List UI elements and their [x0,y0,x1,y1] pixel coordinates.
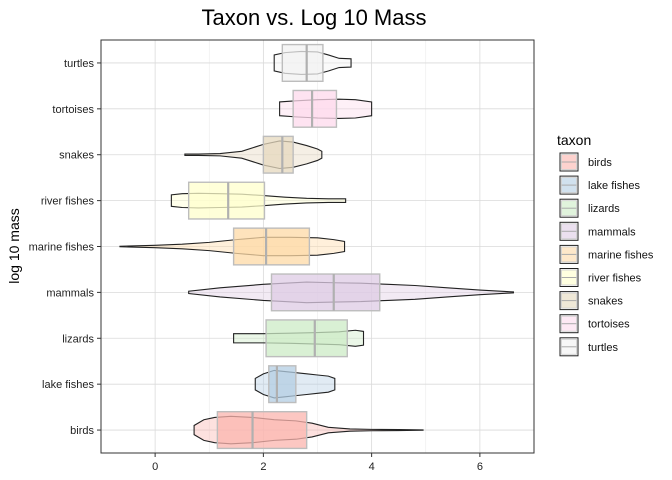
series-lizards [233,319,365,358]
x-axis: 0 2 4 6 [152,453,483,473]
y-tick-label: marine fishes [29,242,95,254]
legend: taxon birds lake fishes lizards mammals mari… [557,132,654,357]
y-axis-title: log 10 mass [6,208,22,283]
x-tick-label: 6 [477,461,483,473]
series-river-fishes [170,181,347,220]
legend-item: turtles [559,337,618,357]
series-tortoises [279,89,373,128]
y-axis: birds lake fishes lizards mammals marine fis… [29,58,101,437]
legend-item: lizards [559,198,620,218]
plot-panel [100,39,535,454]
x-tick-label: 4 [369,461,375,473]
legend-label: mammals [588,226,636,238]
series-birds [193,411,424,450]
legend-label: snakes [588,296,623,308]
box-birds [216,411,308,450]
legend-item: mammals [559,221,636,241]
box-river-fishes [187,181,266,220]
y-tick-label: river fishes [41,196,95,208]
y-tick-label: snakes [59,150,94,162]
y-tick-label: birds [70,425,94,437]
x-tick-label: 0 [152,461,158,473]
series-mammals [188,273,514,312]
box-marine-fishes [232,227,311,266]
legend-label: lizards [588,203,620,215]
box-tortoises [292,89,338,128]
legend-label: river fishes [588,273,642,285]
series-turtles [273,43,352,83]
series-marine-fishes [119,227,346,266]
legend-label: marine fishes [588,249,654,261]
legend-label: lake fishes [588,180,640,192]
y-tick-label: mammals [46,287,94,299]
legend-item: tortoises [559,314,630,334]
y-tick-label: turtles [64,58,94,70]
chart-title: Taxon vs. Log 10 Mass [201,5,426,30]
legend-label: birds [588,157,612,169]
legend-item: snakes [559,291,623,311]
legend-label: turtles [588,342,618,354]
y-tick-label: tortoises [52,104,94,116]
series-snakes [184,135,323,174]
box-lake-fishes [268,365,297,404]
box-mammals [270,273,381,312]
x-tick-label: 2 [260,461,266,473]
series-lake-fishes [254,365,336,404]
box-lizards [265,319,348,358]
legend-item: marine fishes [559,244,654,264]
y-tick-label: lake fishes [42,379,94,391]
box-turtles [281,43,324,83]
legend-label: tortoises [588,319,630,331]
legend-title: taxon [557,132,591,148]
box-snakes [262,135,294,174]
y-tick-label: lizards [62,333,94,345]
legend-item: river fishes [559,268,642,287]
legend-item: lake fishes [559,175,640,195]
legend-item: birds [559,152,612,172]
